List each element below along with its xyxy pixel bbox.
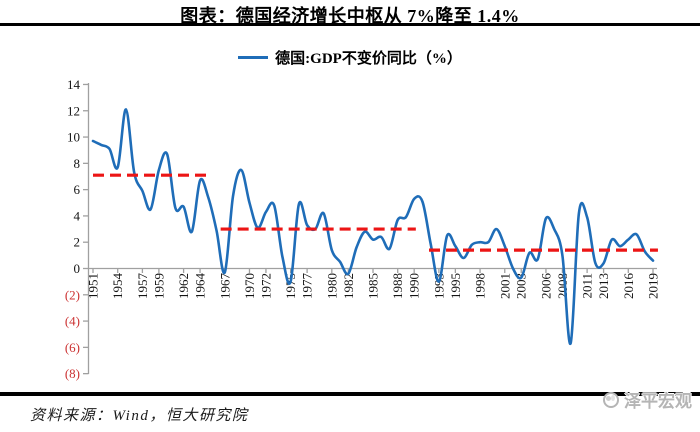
top-divider-line xyxy=(0,23,700,26)
y-tick-label: 2 xyxy=(74,235,81,250)
y-tick-label: 14 xyxy=(67,77,81,92)
x-tick-label: 2001 xyxy=(497,273,512,299)
x-tick-label: 1993 xyxy=(431,273,446,299)
x-tick-label: 2008 xyxy=(555,273,570,299)
x-tick-label: 1954 xyxy=(110,273,125,300)
page-title: 图表：德国经济增长中枢从 7%降至 1.4% xyxy=(180,6,520,26)
y-tick-label: 8 xyxy=(74,156,81,171)
x-tick-label: 1988 xyxy=(390,273,405,299)
x-tick-label: 2006 xyxy=(538,273,553,300)
y-tick-label: (6) xyxy=(65,340,80,355)
y-tick-label: 4 xyxy=(74,208,81,223)
y-tick-label: 6 xyxy=(74,182,81,197)
x-tick-label: 2019 xyxy=(646,273,661,299)
logo-avatar-icon xyxy=(603,391,619,408)
y-tick-label: 10 xyxy=(67,130,80,145)
logo-text: 泽平宏观 xyxy=(624,392,692,411)
x-tick-label: 2016 xyxy=(621,273,636,300)
x-tick-label: 1967 xyxy=(217,273,232,300)
gdp-series-line xyxy=(91,108,655,345)
x-tick-label: 1962 xyxy=(176,273,191,299)
y-tick-label: (4) xyxy=(65,314,80,329)
x-tick-label: 1977 xyxy=(300,273,315,300)
chart-legend: 德国:GDP不变价同比（%） xyxy=(0,47,700,68)
x-tick-label: 1951 xyxy=(86,273,101,299)
x-tick-label: 1964 xyxy=(193,273,208,300)
zeping-macro-logo: 泽平宏观 xyxy=(603,387,692,412)
y-tick-label: (2) xyxy=(65,287,80,302)
x-tick-label: 1998 xyxy=(473,273,488,299)
x-tick-label: 1959 xyxy=(151,273,166,299)
x-tick-label: 2013 xyxy=(596,273,611,299)
y-tick-label: (8) xyxy=(65,366,80,381)
x-tick-label: 2003 xyxy=(514,273,529,299)
x-tick-label: 1972 xyxy=(258,273,273,299)
y-tick-label: 12 xyxy=(67,103,80,118)
legend-line-icon xyxy=(238,56,269,59)
x-tick-label: 1985 xyxy=(366,273,381,299)
x-tick-label: 2011 xyxy=(580,273,595,299)
x-tick-label: 1980 xyxy=(324,273,339,299)
x-tick-label: 1990 xyxy=(407,273,422,299)
y-tick-label: 0 xyxy=(74,261,81,276)
x-tick-label: 1957 xyxy=(135,273,150,300)
data-source-note: 资料来源：Wind，恒大研究院 xyxy=(30,408,249,424)
x-tick-label: 1995 xyxy=(448,273,463,299)
bottom-divider-line xyxy=(0,392,700,396)
x-tick-label: 1970 xyxy=(242,273,257,299)
x-tick-label: 1982 xyxy=(341,273,356,299)
legend-series-label: 德国:GDP不变价同比（%） xyxy=(275,51,462,67)
